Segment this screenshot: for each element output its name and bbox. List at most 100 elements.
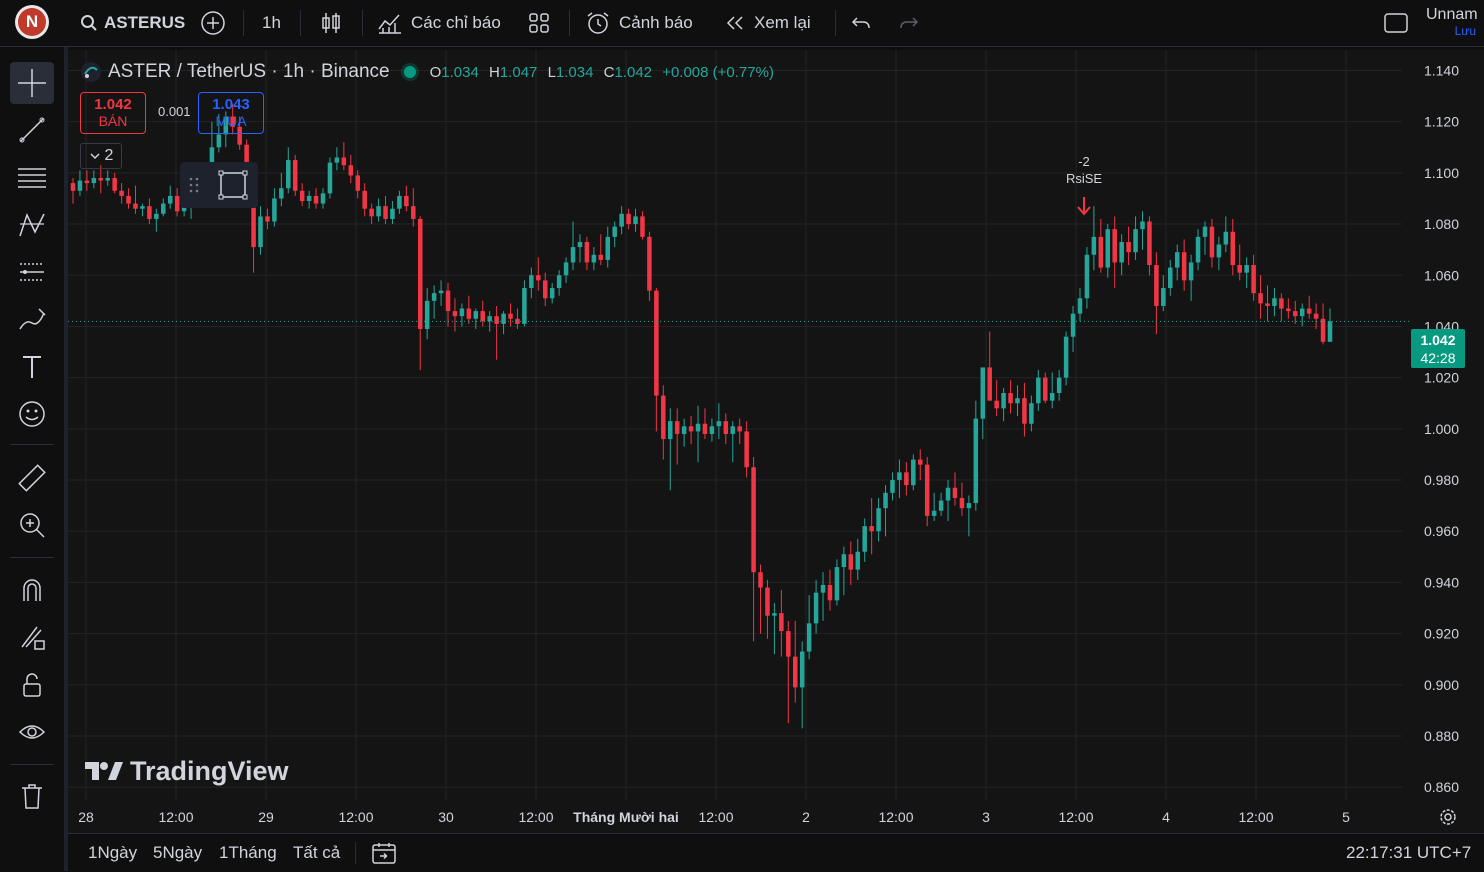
buy-label: MUA	[215, 113, 247, 129]
signal-label: RsiSE	[1065, 171, 1103, 186]
pattern-icon	[19, 212, 45, 237]
bar-countdown: 42:28	[1420, 350, 1456, 366]
indicators-collapse-button[interactable]: 2	[80, 143, 122, 169]
delete-tool[interactable]	[10, 775, 54, 817]
lock-drawing-tool[interactable]	[10, 616, 54, 658]
calendar-arrow-icon	[372, 843, 396, 864]
buy-button[interactable]: 1.043 MUA	[198, 92, 264, 134]
divider	[362, 10, 363, 36]
divider	[300, 10, 301, 36]
rectangle-tool-icon[interactable]	[217, 169, 249, 201]
measure-tool[interactable]	[10, 457, 54, 499]
zoom-in-icon	[20, 513, 45, 538]
signal-value: -2	[1078, 154, 1090, 169]
plus-circle-icon	[201, 11, 225, 35]
hide-tool[interactable]	[10, 711, 54, 753]
fib-tool[interactable]	[10, 157, 54, 199]
layout-name-button[interactable]: Unnam Lưu	[1426, 6, 1484, 38]
rewind-icon	[726, 16, 743, 30]
trend-line-icon	[19, 117, 45, 143]
signal-annotation: -2 RsiSE	[1055, 153, 1113, 187]
chart-type-button[interactable]	[320, 0, 342, 46]
watermark-text: TradingView	[130, 756, 289, 786]
trash-icon	[22, 784, 42, 809]
forecast-tool[interactable]	[10, 251, 54, 293]
horizontal-lines-icon	[18, 168, 46, 188]
avatar-letter: N	[18, 8, 46, 36]
indicators-icon	[378, 14, 401, 34]
bottom-toolbar: 1Ngày 5Ngày 1Tháng Tất cả 22:17:31 UTC+7	[68, 833, 1484, 872]
compare-symbol-button[interactable]	[200, 0, 226, 46]
current-price: 1.042	[1420, 332, 1456, 348]
divider	[10, 444, 54, 445]
undo-button[interactable]	[850, 0, 872, 46]
indicators-button[interactable]: Các chỉ báo	[377, 0, 501, 46]
drag-handle-icon[interactable]	[188, 175, 200, 195]
chart-pane[interactable]	[68, 50, 1484, 833]
zoom-tool[interactable]	[10, 504, 54, 546]
interval-label: 1h	[262, 13, 281, 32]
pattern-tool[interactable]	[10, 204, 54, 246]
magnet-icon	[23, 579, 41, 601]
divider	[355, 842, 356, 864]
replay-button[interactable]: Xem lại	[724, 0, 811, 46]
symbol-search-button[interactable]: ASTERUS	[80, 0, 185, 46]
crosshair-icon	[18, 69, 46, 97]
interval-button[interactable]: 1h	[262, 0, 281, 46]
symbol-title[interactable]: ASTER / TetherUS · 1h · Binance	[108, 61, 390, 82]
goto-date-button[interactable]	[371, 834, 397, 872]
tradingview-logo-icon	[85, 761, 123, 780]
crosshair-tool[interactable]	[10, 62, 54, 104]
floating-drawing-toolbar	[180, 162, 258, 208]
drawing-toolbar	[0, 47, 68, 871]
emoji-tool[interactable]	[10, 393, 54, 435]
pencil-lock-icon	[21, 626, 45, 650]
sell-label: BÁN	[98, 113, 128, 129]
current-price-label: 1.042 42:28	[1411, 329, 1465, 368]
settings-gear-icon[interactable]	[1437, 806, 1459, 828]
brush-tool[interactable]	[10, 299, 54, 341]
trend-line-tool[interactable]	[10, 109, 54, 151]
range-5d-button[interactable]: 5Ngày	[153, 843, 203, 862]
range-all-button[interactable]: Tất cả	[293, 843, 341, 862]
redo-button[interactable]	[898, 0, 920, 46]
alarm-clock-icon	[587, 12, 609, 34]
range-1d-button[interactable]: 1Ngày	[88, 843, 138, 862]
divider	[569, 10, 570, 36]
tradingview-watermark: TradingView	[84, 756, 289, 787]
user-avatar[interactable]: N	[15, 5, 49, 39]
alerts-button[interactable]: Cảnh báo	[585, 0, 693, 46]
indicators-label: Các chỉ báo	[411, 13, 501, 32]
magnet-tool[interactable]	[10, 569, 54, 611]
text-tool[interactable]	[10, 346, 54, 388]
symbol-label: ASTERUS	[104, 13, 186, 32]
top-toolbar: N ASTERUS 1h Các chỉ báo Cảnh báo Xem lạ…	[0, 0, 1484, 47]
text-icon	[23, 356, 41, 378]
save-label: Lưu	[1454, 24, 1476, 38]
alerts-label: Cảnh báo	[619, 13, 693, 32]
signal-arrow-icon	[1077, 197, 1091, 216]
layout-name: Unnam	[1426, 6, 1478, 23]
divider	[10, 557, 54, 558]
eye-icon	[18, 725, 46, 739]
sell-button[interactable]: 1.042 BÁN	[80, 92, 146, 134]
lock-all-tool[interactable]	[10, 664, 54, 706]
replay-label: Xem lại	[754, 13, 811, 32]
indicator-count: 2	[104, 147, 114, 164]
undo-icon	[851, 17, 870, 29]
buy-price: 1.043	[212, 96, 250, 113]
search-icon	[81, 15, 97, 31]
layout-toggle-button[interactable]	[1383, 0, 1409, 46]
clock-timezone[interactable]: 22:17:31 UTC+7	[1346, 843, 1472, 862]
grid-icon	[529, 13, 549, 33]
redo-icon	[900, 17, 919, 29]
candles-icon	[322, 13, 340, 33]
market-status-dot	[403, 66, 416, 78]
forecast-icon	[20, 263, 44, 281]
templates-button[interactable]	[528, 0, 550, 46]
divider	[10, 764, 54, 765]
spread-value: 0.001	[158, 104, 191, 119]
square-icon	[1384, 13, 1408, 33]
smiley-icon	[19, 401, 45, 427]
range-1m-button[interactable]: 1Tháng	[219, 843, 277, 862]
